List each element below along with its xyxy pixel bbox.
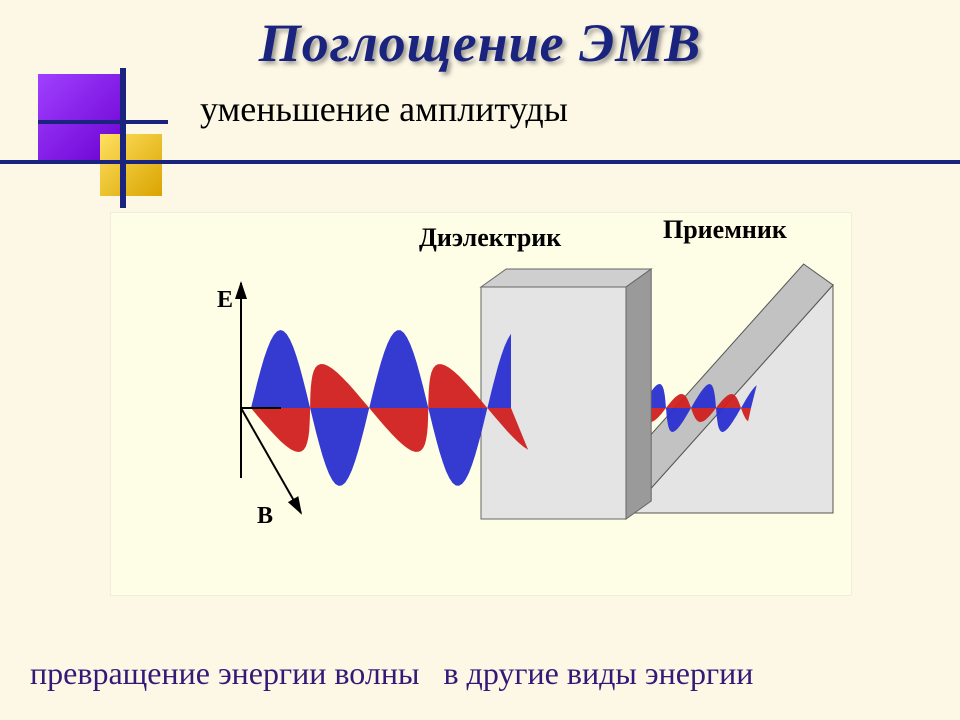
decor-vline xyxy=(120,68,126,208)
decor-hline-short xyxy=(38,120,168,124)
diagram-panel: Диэлектрик Приемник E B xyxy=(110,212,852,596)
bottom-text-part1: превращение энергии волны xyxy=(30,655,419,691)
subtitle: уменьшение амплитуды xyxy=(200,88,568,130)
title-underline xyxy=(0,160,960,164)
bottom-text: превращение энергии волны в другие виды э… xyxy=(30,655,930,692)
diagram-svg xyxy=(111,213,851,595)
bottom-text-part2: в другие виды энергии xyxy=(443,655,753,691)
page-title: Поглощение ЭМВ xyxy=(0,12,960,74)
decor-square-gold xyxy=(100,134,162,196)
